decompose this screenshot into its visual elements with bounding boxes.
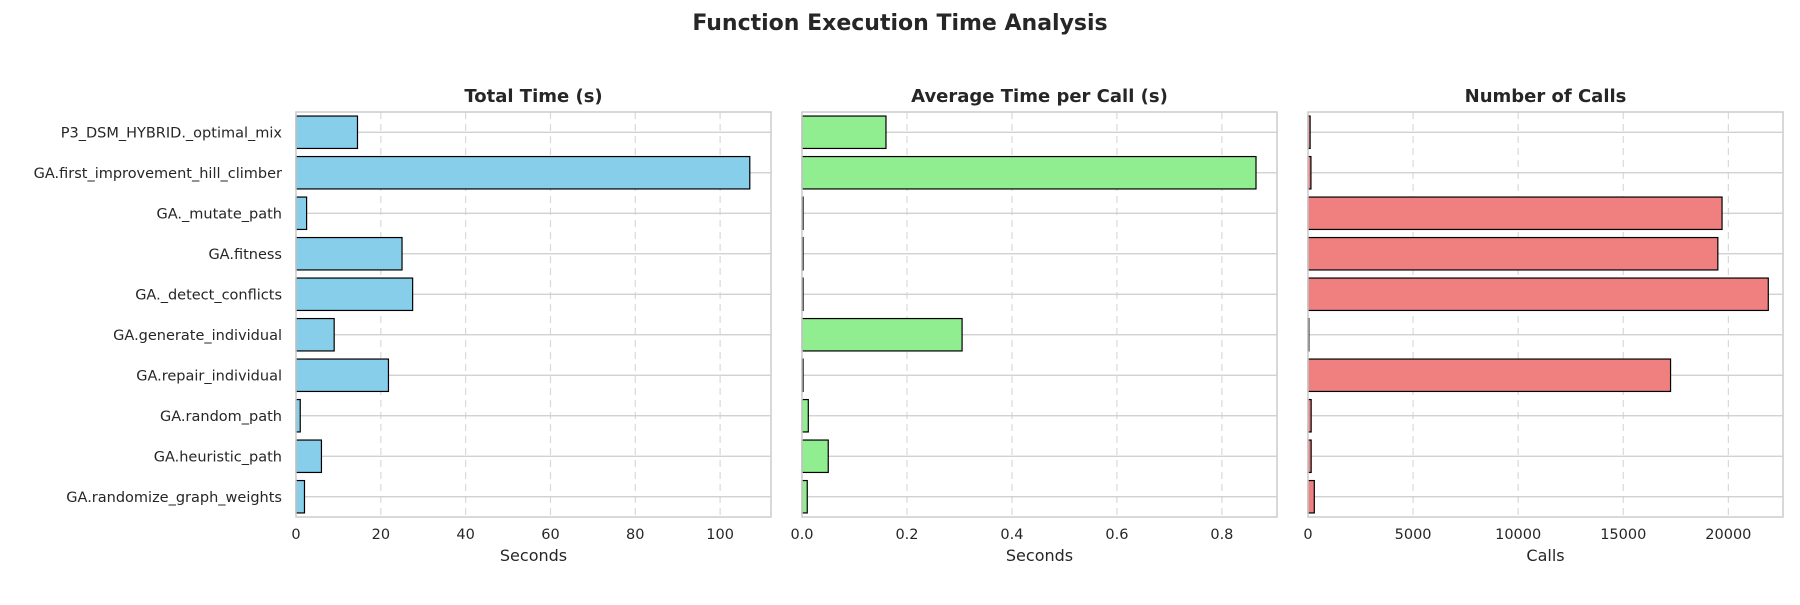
- y-tick-label: GA.randomize_graph_weights: [66, 490, 282, 506]
- axes-frame: [295, 111, 772, 518]
- x-tick-label: 0: [1303, 527, 1312, 543]
- axes-frame: [801, 111, 1278, 518]
- y-tick-label: GA._detect_conflicts: [135, 287, 282, 303]
- bar-GA.randomize_graph_weights: [801, 479, 808, 514]
- panel-title: Average Time per Call (s): [911, 86, 1168, 107]
- x-tick-label: 0.0: [790, 527, 813, 543]
- y-tick-label: P3_DSM_HYBRID._optimal_mix: [61, 125, 283, 141]
- x-tick-label: 40: [456, 527, 474, 543]
- panel-2: 0.0 0.2 0.4 0.6 0.8 Seconds Average Time per C…: [790, 86, 1278, 565]
- y-tick-label: GA.random_path: [160, 409, 282, 425]
- x-tick-label: 80: [626, 527, 644, 543]
- x-tick-label: 0.8: [1210, 527, 1233, 543]
- bar-P3_DSM_HYBRID._optimal_mix: [295, 115, 359, 150]
- figure-title: Function Execution Time Analysis: [692, 11, 1107, 36]
- x-tick-label: 100: [706, 527, 734, 543]
- bar-GA.fitness: [1307, 236, 1719, 271]
- x-tick-label: 10000: [1495, 527, 1541, 543]
- panel-3: 0 5000 10000 15000 20000 Calls Number of Calls: [1303, 86, 1784, 565]
- x-tick-label: 15000: [1600, 527, 1646, 543]
- bar-GA._mutate_path: [295, 196, 308, 231]
- x-tick-label: 0.2: [895, 527, 918, 543]
- bar-GA.repair_individual: [1307, 358, 1672, 393]
- x-axis-label: Seconds: [500, 546, 567, 565]
- bar-GA.heuristic_path: [801, 439, 829, 474]
- x-tick-label: 60: [541, 527, 559, 543]
- panel-title: Number of Calls: [1465, 86, 1627, 107]
- y-tick-label: GA.first_improvement_hill_climber: [34, 166, 282, 182]
- bar-GA.first_improvement_hill_climber: [295, 155, 751, 190]
- bar-P3_DSM_HYBRID._optimal_mix: [801, 115, 887, 150]
- bar-GA._detect_conflicts: [295, 277, 414, 312]
- bar-GA.generate_individual: [801, 317, 963, 352]
- x-tick-label: 20: [372, 527, 390, 543]
- bar-GA.fitness: [295, 236, 403, 271]
- bar-GA.random_path: [801, 398, 809, 433]
- panel-1: 0 20 40 60 80 100 Seconds Total Time (s) P3_DSM_…: [34, 86, 772, 565]
- bar-GA.repair_individual: [295, 358, 390, 393]
- x-tick-label: 0.4: [1000, 527, 1023, 543]
- bar-GA.heuristic_path: [295, 439, 323, 474]
- x-tick-label: 5000: [1395, 527, 1432, 543]
- axes-frame: [1307, 111, 1784, 518]
- y-tick-label: GA.repair_individual: [136, 368, 282, 384]
- bar-GA.first_improvement_hill_climber: [801, 155, 1257, 190]
- bar-GA.randomize_graph_weights: [1307, 479, 1315, 514]
- y-tick-label: GA.generate_individual: [113, 328, 282, 344]
- y-tick-label: GA.fitness: [208, 247, 282, 263]
- bar-GA.generate_individual: [295, 317, 335, 352]
- bar-GA._mutate_path: [1307, 196, 1723, 231]
- x-tick-label: 20000: [1705, 527, 1751, 543]
- x-tick-label: 0.6: [1105, 527, 1128, 543]
- x-axis-label: Calls: [1526, 546, 1564, 565]
- bar-GA._detect_conflicts: [1307, 277, 1769, 312]
- panel-title: Total Time (s): [464, 86, 602, 107]
- x-tick-label: 0: [291, 527, 300, 543]
- y-tick-label: GA._mutate_path: [157, 206, 282, 222]
- y-tick-label: GA.heuristic_path: [154, 449, 282, 465]
- bar-GA.randomize_graph_weights: [295, 479, 306, 514]
- x-axis-label: Seconds: [1006, 546, 1073, 565]
